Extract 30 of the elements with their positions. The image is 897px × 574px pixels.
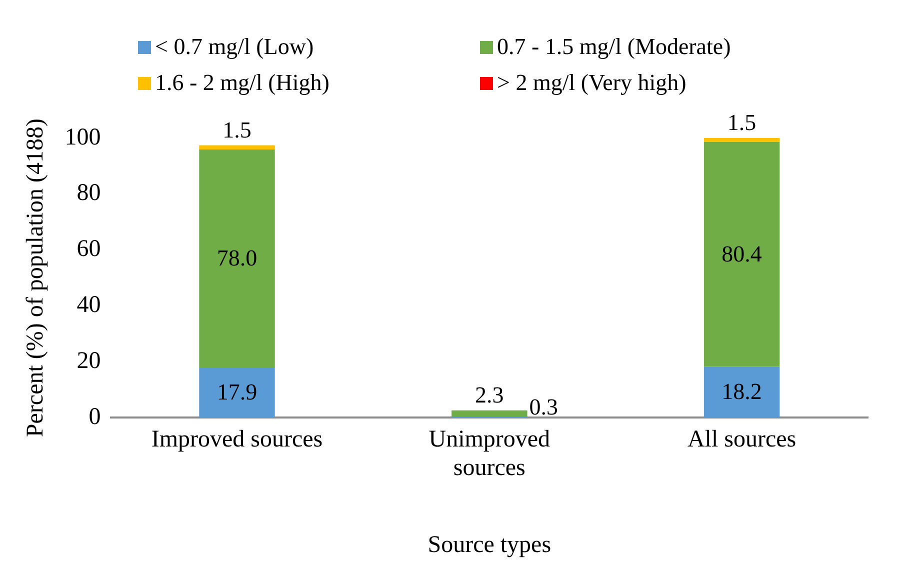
bar: [704, 142, 780, 367]
y-tick-label: 40: [76, 292, 101, 318]
x-axis-title: Source types: [428, 532, 552, 558]
bar: [199, 145, 275, 150]
legend-label: > 2 mg/l (Very high): [497, 70, 686, 96]
y-tick-label: 60: [76, 236, 101, 262]
bar: [199, 149, 275, 368]
data-label: 2.3: [475, 382, 504, 408]
data-label: 80.4: [722, 241, 762, 266]
y-tick-label: 80: [76, 180, 101, 206]
legend-label: 1.6 - 2 mg/l (High): [155, 70, 330, 96]
x-tick-label: Improved sources: [151, 426, 323, 452]
data-label: 0.3: [529, 394, 558, 420]
legend-label: 0.7 - 1.5 mg/l (Moderate): [497, 34, 731, 60]
y-axis-title: Percent (%) of population (4188): [22, 118, 49, 438]
data-label: 18.2: [722, 379, 762, 404]
data-label: 78.0: [216, 246, 258, 271]
bar: [704, 366, 780, 418]
x-tick-label: All sources: [687, 426, 796, 452]
y-tick-label: 100: [64, 124, 101, 150]
bar: [199, 368, 275, 418]
bar: [452, 410, 528, 417]
x-tick-label: Unimproved sources: [428, 426, 550, 482]
data-label: 1.5: [222, 117, 252, 142]
bar: [704, 138, 780, 142]
y-tick-label: 0: [88, 404, 101, 430]
y-tick-label: 20: [76, 348, 101, 374]
data-label: 1.5: [727, 110, 756, 135]
data-label: 17.9: [216, 380, 258, 405]
legend-label: < 0.7 mg/l (Low): [155, 34, 314, 60]
